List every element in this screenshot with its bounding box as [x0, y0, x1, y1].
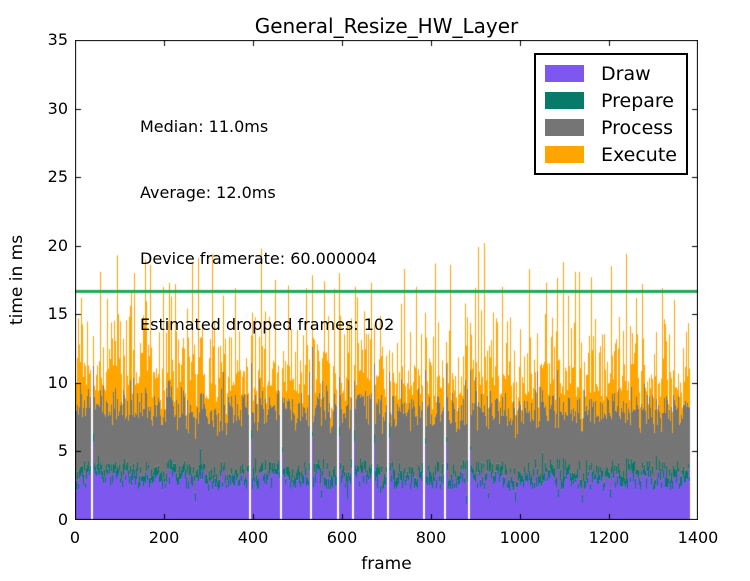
y-tick-label: 5 [57, 441, 68, 461]
stat-median: Median: 11.0ms [140, 117, 269, 136]
prepare-swatch [545, 92, 584, 109]
legend-item-execute: Execute [545, 144, 686, 166]
y-tick-label: 20 [47, 235, 68, 255]
x-tick-label: 0 [69, 528, 81, 547]
stats-annotation: Median: 11.0ms Average: 12.0ms Device fr… [140, 72, 394, 380]
legend-label-process: Process [601, 116, 674, 139]
y-axis-label: time in ms [7, 234, 27, 326]
x-axis-label: frame [361, 554, 412, 574]
legend-item-draw: Draw [545, 63, 686, 85]
x-tick-label: 400 [237, 528, 269, 547]
y-tick-label: 25 [47, 167, 68, 187]
process-swatch [545, 119, 584, 136]
x-tick-label: 1200 [588, 528, 630, 547]
chart-title: General_Resize_HW_Layer [254, 14, 519, 38]
legend-label-prepare: Prepare [601, 89, 674, 112]
stat-device-framerate: Device framerate: 60.000004 [140, 249, 377, 268]
draw-swatch [545, 65, 584, 82]
x-tick-label: 800 [415, 528, 447, 547]
x-tick-label: 1000 [499, 528, 541, 547]
y-tick-label: 0 [57, 510, 68, 529]
legend-item-process: Process [545, 117, 686, 139]
stat-dropped-frames: Estimated dropped frames: 102 [140, 315, 395, 334]
execute-swatch [545, 146, 584, 163]
x-tick-label: 600 [326, 528, 358, 547]
legend-item-prepare: Prepare [545, 90, 686, 112]
stat-average: Average: 12.0ms [140, 183, 276, 202]
y-tick-label: 35 [47, 30, 68, 49]
legend: Draw Prepare Process Execute [534, 53, 688, 175]
legend-label-draw: Draw [601, 62, 651, 85]
x-tick-label: 200 [148, 528, 180, 547]
y-tick-label: 15 [47, 304, 68, 324]
y-tick-label: 30 [47, 98, 68, 118]
y-tick-label: 10 [47, 372, 68, 392]
x-tick-label: 1400 [677, 528, 719, 547]
legend-label-execute: Execute [601, 143, 677, 166]
